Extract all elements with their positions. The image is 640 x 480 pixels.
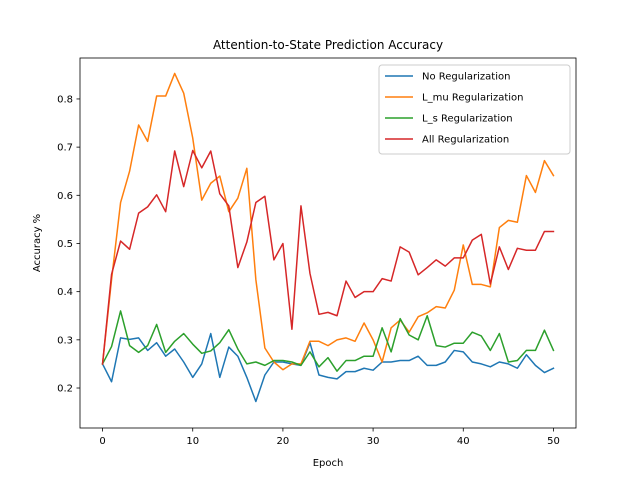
- y-tick-label: 0.4: [57, 287, 73, 298]
- series-line-l-s-regularization: [101, 310, 555, 372]
- y-tick-label: 0.5: [57, 239, 73, 250]
- x-tick-label: 30: [367, 436, 380, 447]
- y-axis: 0.2 0.3 0.4 0.5 0.6 0.7 0.8: [57, 94, 80, 395]
- x-tick-label: 40: [457, 436, 470, 447]
- y-tick-label: 0.2: [57, 384, 73, 395]
- y-tick-label: 0.7: [57, 143, 73, 154]
- legend-label-all-regularization: All Regularization: [422, 135, 509, 146]
- series-layer: [101, 72, 555, 403]
- y-tick-label: 0.8: [57, 94, 73, 105]
- legend-label-l-s-regularization: L_s Regularization: [422, 114, 513, 125]
- chart-title: Attention-to-State Prediction Accuracy: [213, 38, 443, 52]
- x-tick-label: 10: [186, 436, 199, 447]
- series-line-all-regularization: [101, 149, 555, 365]
- series-line-l-mu-regularization: [101, 72, 555, 371]
- y-tick-label: 0.6: [57, 191, 73, 202]
- x-axis-label: Epoch: [313, 458, 344, 469]
- x-tick-label: 50: [547, 436, 560, 447]
- series-line-no-regularization: [101, 332, 555, 403]
- legend: No Regularization L_mu Regularization L_s …: [378, 64, 571, 155]
- x-axis: 0 10 20 30 40 50: [99, 428, 560, 447]
- legend-box: [378, 64, 571, 155]
- x-tick-label: 20: [277, 436, 290, 447]
- y-axis-label: Accuracy %: [32, 214, 43, 272]
- legend-label-l-mu-regularization: L_mu Regularization: [422, 93, 524, 104]
- y-tick-label: 0.3: [57, 335, 73, 346]
- x-tick-label: 0: [99, 436, 105, 447]
- plot-area-frame: [79, 57, 577, 429]
- legend-label-no-regularization: No Regularization: [422, 72, 510, 83]
